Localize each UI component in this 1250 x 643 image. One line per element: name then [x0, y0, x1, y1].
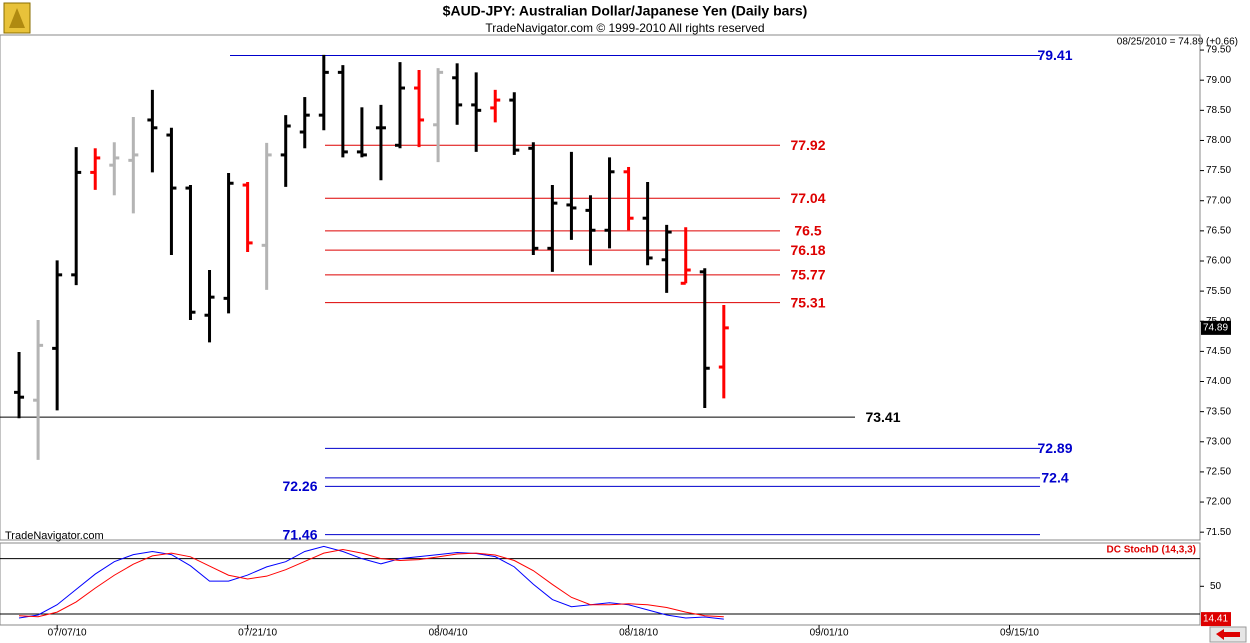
stoch-panel [0, 542, 1201, 626]
last-value-label: 14.41 [1203, 614, 1228, 625]
x-tick-label: 08/18/10 [619, 628, 658, 639]
y-tick-label: 72.50 [1206, 467, 1231, 478]
x-tick-label: 07/21/10 [238, 628, 277, 639]
level-label: 72.4 [1041, 470, 1068, 486]
arrow-icon [1216, 629, 1240, 640]
level-label: 79.41 [1037, 47, 1072, 63]
last-price-box [1201, 320, 1231, 335]
y-tick-label: 75.50 [1206, 286, 1231, 297]
y-tick-label: 78.50 [1206, 105, 1231, 116]
x-tick-label: 08/04/10 [429, 628, 468, 639]
x-tick-label: 07/07/10 [48, 628, 87, 639]
y-tick-label: 74.50 [1206, 346, 1231, 357]
level-label: 72.89 [1037, 440, 1072, 456]
y-tick-label: 50 [1210, 581, 1222, 592]
y-tick-label: 72.00 [1206, 497, 1231, 508]
chart-title: $AUD-JPY: Australian Dollar/Japanese Yen… [443, 3, 808, 19]
chart-subtitle: TradeNavigator.com © 1999-2010 All right… [485, 21, 764, 35]
y-tick-label: 71.50 [1206, 527, 1231, 538]
y-tick-label: 73.50 [1206, 406, 1231, 417]
stoch-line [19, 548, 724, 618]
y-tick-label: 77.50 [1206, 165, 1231, 176]
level-label: 72.26 [282, 478, 317, 494]
level-label: 77.04 [790, 190, 825, 206]
level-label: 75.31 [790, 294, 825, 310]
y-tick-label: 79.50 [1206, 45, 1231, 56]
status: 08/25/2010 = 74.89 (+0.66) [1117, 37, 1238, 48]
x-tick-label: 09/01/10 [810, 628, 849, 639]
level-label: 77.92 [790, 137, 825, 153]
level-label: 76.5 [794, 223, 821, 239]
indicator-title: DC StochD (14,3,3) [1107, 545, 1196, 556]
level-label: 76.18 [790, 242, 825, 258]
watermark: TradeNavigator.com [5, 530, 104, 542]
x-tick-label: 09/15/10 [1000, 628, 1039, 639]
y-tick-label: 74.00 [1206, 376, 1231, 387]
last-price-label: 74.89 [1203, 323, 1228, 334]
level-label: 73.41 [865, 409, 900, 425]
y-tick-label: 73.00 [1206, 436, 1231, 447]
level-label: 75.77 [790, 267, 825, 283]
y-tick-label: 77.00 [1206, 195, 1231, 206]
last-value-box [1201, 612, 1231, 627]
logo [3, 2, 31, 34]
scroll-button[interactable] [1209, 626, 1247, 643]
y-tick-label: 76.50 [1206, 225, 1231, 236]
y-tick-label: 78.00 [1206, 135, 1231, 146]
stoch-line [18, 545, 724, 620]
y-tick-label: 76.00 [1206, 256, 1231, 267]
level-label: 71.46 [282, 526, 317, 542]
y-tick-label: 79.00 [1206, 75, 1231, 86]
main-panel [0, 34, 1201, 541]
